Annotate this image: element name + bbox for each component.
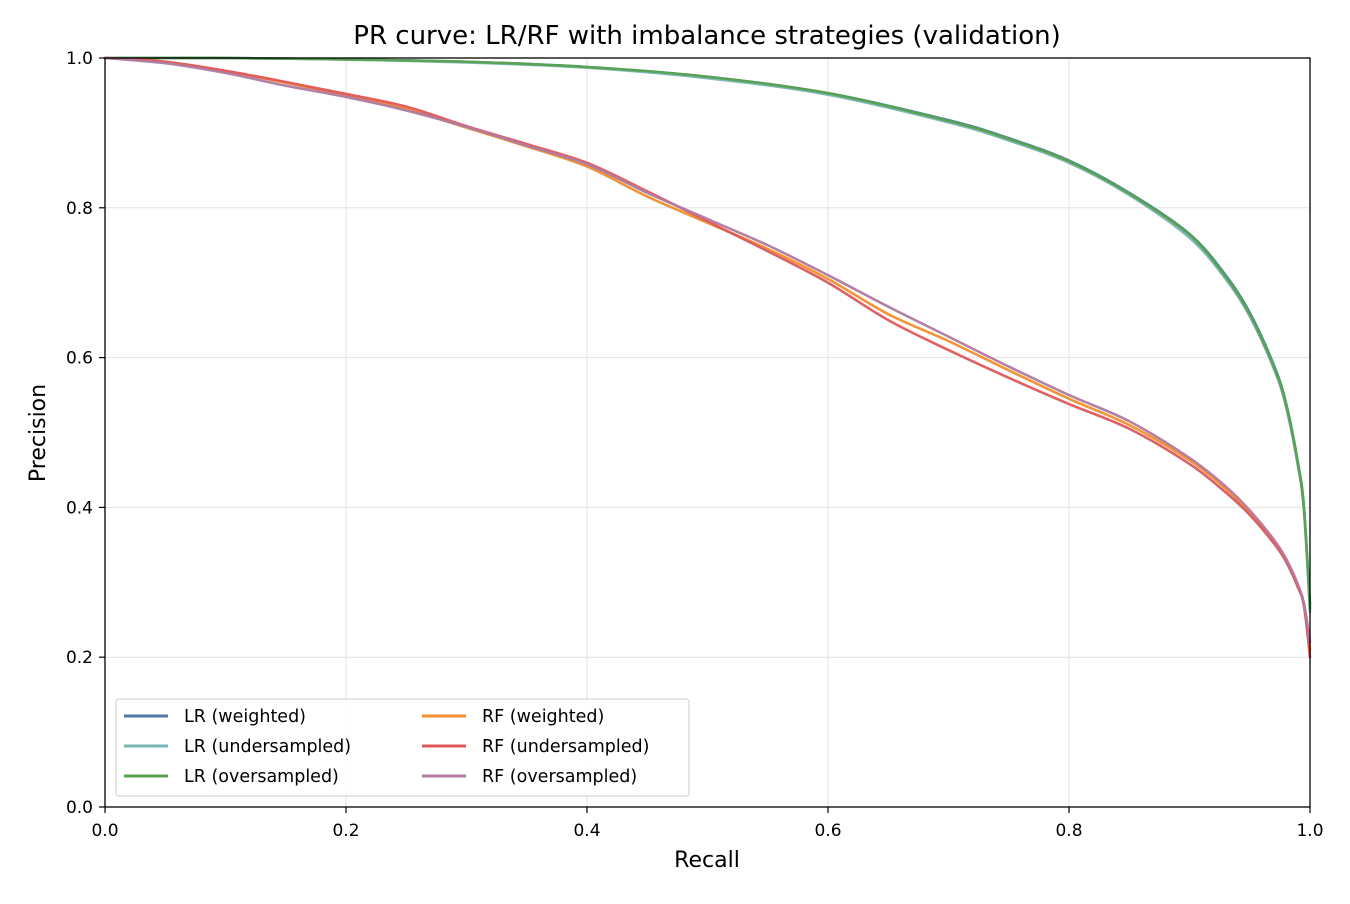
x-tick-label: 0.0: [91, 821, 118, 841]
legend-item-lr-weighted: LR (weighted): [124, 707, 306, 727]
legend-label: RF (oversampled): [482, 767, 637, 787]
series-line-rf-undersampled: [103, 56, 1312, 659]
legend-label: LR (oversampled): [184, 767, 339, 787]
legend-item-rf-undersampled: RF (undersampled): [422, 737, 649, 757]
legend-label: LR (weighted): [184, 707, 306, 727]
series-line-lr-undersampled: [103, 56, 1312, 614]
x-tick-label: 0.8: [1055, 821, 1082, 841]
series-line-rf-oversampled: [103, 56, 1312, 644]
legend-label: RF (undersampled): [482, 737, 649, 757]
y-tick-label: 1.0: [66, 49, 93, 69]
legend-item-rf-weighted: RF (weighted): [422, 707, 604, 727]
series-line-lr-oversampled: [103, 56, 1312, 610]
series-line-lr-weighted: [103, 56, 1312, 607]
legend-box: [115, 698, 690, 797]
grid: [104, 57, 1311, 808]
x-tick-label: 0.2: [332, 821, 359, 841]
legend-item-lr-oversampled: LR (oversampled): [124, 767, 339, 787]
y-tick-label: 0.0: [66, 798, 93, 818]
y-tick-label: 0.2: [66, 648, 93, 668]
y-axis-label: Precision: [26, 384, 51, 482]
x-tick-label: 0.6: [814, 821, 841, 841]
legend-label: LR (undersampled): [184, 737, 351, 757]
series-line-rf-weighted: [103, 56, 1312, 652]
legend-item-lr-undersampled: LR (undersampled): [124, 737, 351, 757]
legend-label: RF (weighted): [482, 707, 604, 727]
legend-item-rf-oversampled: RF (oversampled): [422, 767, 637, 787]
chart-title: PR curve: LR/RF with imbalance strategie…: [353, 21, 1060, 51]
x-tick-label: 1.0: [1296, 821, 1323, 841]
plot-frame: [104, 57, 1311, 808]
y-tick-label: 0.4: [66, 498, 93, 518]
x-axis-label: Recall: [674, 848, 740, 873]
y-tick-label: 0.6: [66, 349, 93, 369]
axis-ticks: 0.0 0.2 0.4 0.6 0.8 1.0 0.0 0.2 0.4 0.6 0.8 1.0: [66, 49, 1324, 841]
y-tick-label: 0.8: [66, 199, 93, 219]
x-tick-label: 0.4: [573, 821, 600, 841]
legend: LR (weighted) LR (undersampled) LR (oversa…: [115, 698, 690, 797]
series-lines: [103, 56, 1312, 659]
